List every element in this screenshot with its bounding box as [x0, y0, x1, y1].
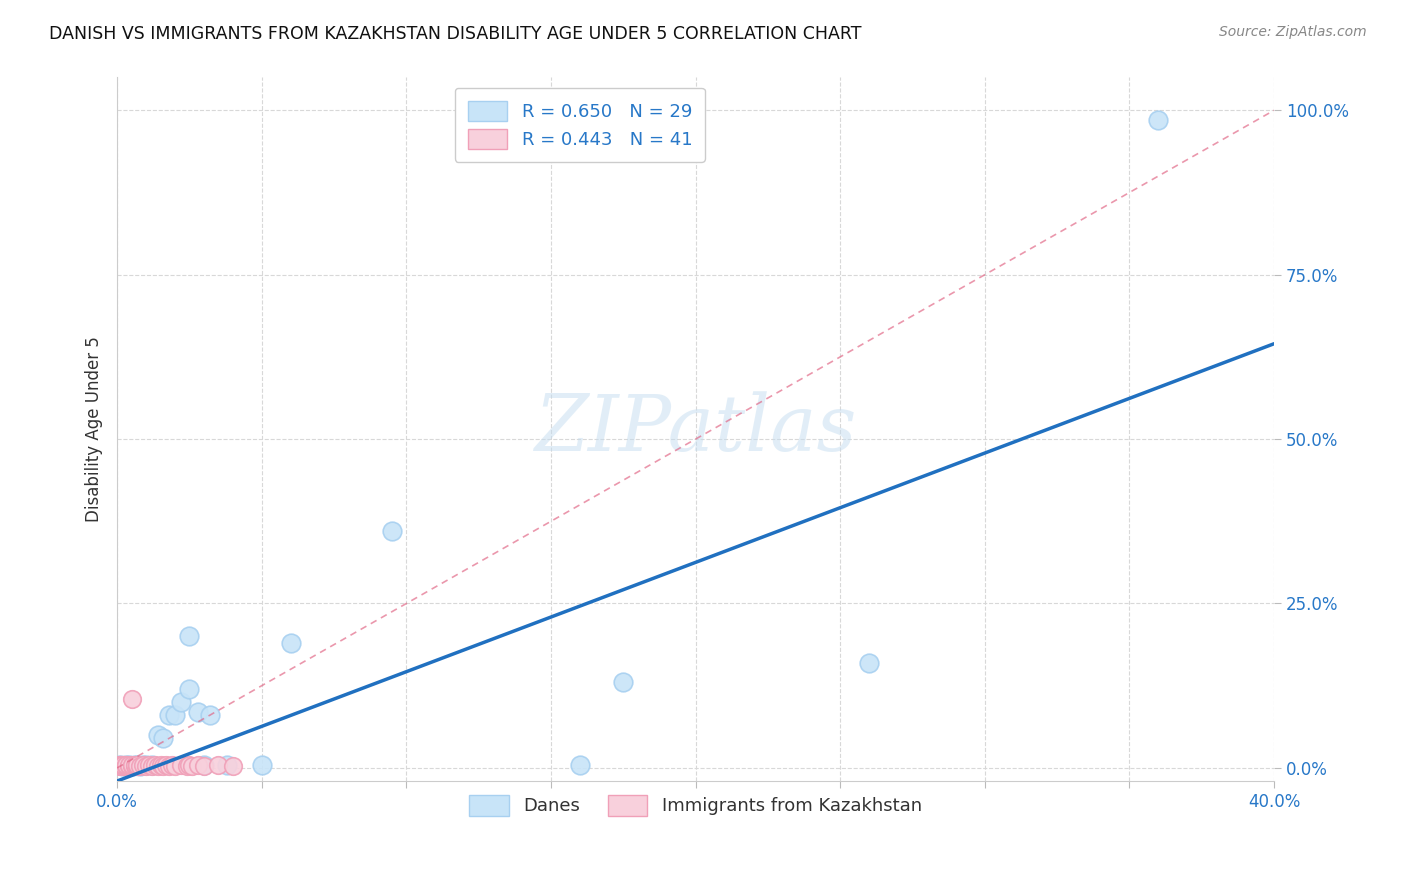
Point	[280, 636, 302, 650]
Point	[187, 705, 209, 719]
Point	[207, 758, 229, 772]
Point	[118, 759, 141, 773]
Point	[149, 758, 172, 772]
Text: Source: ZipAtlas.com: Source: ZipAtlas.com	[1219, 25, 1367, 39]
Text: ZIPatlas: ZIPatlas	[534, 391, 856, 467]
Point	[170, 758, 193, 772]
Point	[135, 757, 157, 772]
Point	[115, 757, 138, 772]
Point	[129, 759, 152, 773]
Point	[187, 758, 209, 772]
Point	[127, 759, 149, 773]
Point	[157, 708, 180, 723]
Point	[193, 759, 215, 773]
Point	[127, 758, 149, 772]
Point	[121, 757, 143, 772]
Point	[135, 759, 157, 773]
Point	[146, 759, 169, 773]
Point	[152, 731, 174, 746]
Y-axis label: Disability Age Under 5: Disability Age Under 5	[86, 336, 103, 522]
Point	[222, 759, 245, 773]
Point	[124, 758, 146, 772]
Point	[108, 759, 131, 773]
Point	[121, 691, 143, 706]
Point	[108, 758, 131, 772]
Point	[115, 757, 138, 772]
Point	[118, 758, 141, 772]
Point	[193, 757, 215, 772]
Point	[129, 759, 152, 773]
Point	[121, 759, 143, 773]
Point	[170, 695, 193, 709]
Point	[141, 758, 163, 772]
Point	[381, 524, 404, 538]
Point	[198, 708, 221, 723]
Point	[124, 758, 146, 772]
Point	[124, 759, 146, 773]
Point	[568, 757, 591, 772]
Point	[141, 759, 163, 773]
Point	[132, 758, 155, 772]
Point	[160, 758, 183, 772]
Text: DANISH VS IMMIGRANTS FROM KAZAKHSTAN DISABILITY AGE UNDER 5 CORRELATION CHART: DANISH VS IMMIGRANTS FROM KAZAKHSTAN DIS…	[49, 25, 862, 43]
Point	[138, 758, 160, 772]
Point	[163, 759, 186, 773]
Point	[179, 629, 201, 643]
Point	[152, 759, 174, 773]
Point	[115, 759, 138, 773]
Point	[250, 757, 273, 772]
Point	[1147, 113, 1170, 128]
Point	[179, 758, 201, 772]
Point	[108, 757, 131, 772]
Point	[179, 681, 201, 696]
Point	[108, 758, 131, 772]
Point	[176, 759, 198, 773]
Point	[111, 758, 134, 772]
Point	[127, 757, 149, 772]
Point	[111, 759, 134, 773]
Point	[108, 758, 131, 772]
Point	[157, 759, 180, 773]
Point	[132, 758, 155, 772]
Point	[858, 656, 880, 670]
Point	[121, 759, 143, 773]
Point	[111, 759, 134, 773]
Point	[143, 758, 166, 772]
Point	[217, 757, 239, 772]
Point	[146, 728, 169, 742]
Point	[155, 758, 177, 772]
Point	[108, 759, 131, 773]
Point	[111, 757, 134, 772]
Point	[612, 675, 634, 690]
Point	[118, 758, 141, 772]
Legend: Danes, Immigrants from Kazakhstan: Danes, Immigrants from Kazakhstan	[460, 786, 931, 825]
Point	[115, 758, 138, 772]
Point	[163, 708, 186, 723]
Point	[181, 759, 204, 773]
